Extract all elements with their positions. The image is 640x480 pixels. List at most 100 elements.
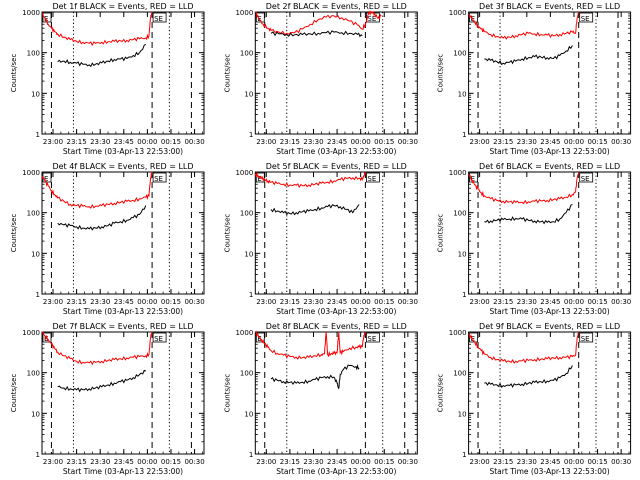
x-tick-label: 23:45	[540, 138, 560, 146]
x-tick-label: 23:45	[327, 138, 347, 146]
x-tick-label: 23:00	[470, 138, 490, 146]
chart-panel-8: Det 8f BLACK = Events, RED = LLD 1 10 100 10…	[223, 322, 418, 476]
y-tick-label: 1	[249, 131, 253, 139]
y-tick-label: 10	[244, 90, 253, 98]
lld-series-line	[255, 10, 382, 36]
events-series-line	[484, 203, 573, 225]
x-tick-label: 23:00	[256, 138, 276, 146]
x-axis-label: Start Time (03-Apr-13 22:53:00)	[276, 147, 396, 156]
x-axis-label: Start Time (03-Apr-13 22:53:00)	[63, 467, 183, 476]
corner-marker-box	[579, 332, 594, 343]
x-tick-label: 00:15	[161, 458, 181, 466]
y-tick-label: 1000	[22, 169, 40, 177]
corner-marker-label: SE	[367, 335, 376, 343]
events-series-line	[57, 43, 147, 68]
corner-marker-label: SE	[581, 175, 590, 183]
y-tick-label: 10	[244, 250, 253, 258]
x-tick-label: 23:00	[43, 138, 63, 146]
plot-frame	[468, 11, 632, 135]
x-tick-label: 00:15	[587, 458, 607, 466]
x-tick-label: 23:45	[114, 298, 134, 306]
events-series-line	[270, 30, 363, 38]
x-tick-label: 00:15	[587, 298, 607, 306]
corner-marker-label: E	[257, 335, 261, 343]
x-tick-label: 23:30	[90, 458, 110, 466]
events-series-line	[270, 204, 360, 216]
y-tick-label: 10	[458, 410, 467, 418]
y-axis-label: Counts/sec	[437, 214, 445, 253]
plot-frame	[254, 331, 418, 455]
y-axis-label: Counts/sec	[10, 54, 18, 93]
y-tick-label: 1	[36, 451, 40, 459]
y-tick-label: 1000	[22, 9, 40, 17]
x-tick-label: 23:30	[517, 458, 537, 466]
x-tick-label: 23:00	[256, 458, 276, 466]
lld-series-line	[468, 171, 580, 205]
x-tick-label: 00:15	[161, 138, 181, 146]
x-tick-label: 23:00	[470, 458, 490, 466]
chart-panel-3: Det 3f BLACK = Events, RED = LLD 1 10 100 10…	[437, 2, 632, 156]
y-tick-label: 100	[240, 210, 253, 218]
y-tick-label: 100	[240, 50, 253, 58]
chart-title: Det 6f BLACK = Events, RED = LLD	[479, 162, 620, 171]
x-tick-label: 00:15	[374, 138, 394, 146]
corner-marker-label: E	[44, 175, 48, 183]
x-tick-label: 00:15	[587, 138, 607, 146]
plot-frame	[254, 11, 418, 135]
x-tick-label: 23:30	[90, 138, 110, 146]
events-series-line	[57, 369, 146, 393]
x-tick-label: 23:15	[280, 458, 300, 466]
plot-frame	[41, 11, 205, 135]
lld-series-line	[41, 11, 153, 47]
x-tick-label: 23:45	[114, 138, 134, 146]
corner-marker-label: SE	[367, 15, 376, 23]
chart-panel-9: Det 9f BLACK = Events, RED = LLD 1 10 100 10…	[437, 322, 632, 476]
corner-marker-label: E	[471, 175, 475, 183]
plot-frame	[254, 171, 418, 295]
corner-marker-box	[365, 332, 380, 343]
x-tick-label: 00:00	[564, 298, 584, 306]
x-tick-label: 00:30	[611, 458, 631, 466]
corner-marker-box	[469, 12, 479, 23]
y-tick-label: 1000	[235, 9, 253, 17]
y-tick-label: 1	[462, 131, 466, 139]
y-tick-label: 1	[249, 451, 253, 459]
y-tick-label: 1000	[22, 329, 40, 337]
x-tick-label: 00:00	[564, 138, 584, 146]
x-tick-label: 23:15	[493, 138, 513, 146]
x-tick-label: 23:15	[67, 298, 87, 306]
chart-panel-5: Det 5f BLACK = Events, RED = LLD 1 10 100 10…	[223, 162, 418, 316]
y-axis-label: Counts/sec	[223, 374, 231, 413]
x-axis-label: Start Time (03-Apr-13 22:53:00)	[489, 147, 609, 156]
corner-marker-label: SE	[367, 175, 376, 183]
x-tick-label: 00:30	[611, 138, 631, 146]
chart-panel-2: Det 2f BLACK = Events, RED = LLD 1 10 100 10…	[223, 2, 418, 156]
corner-marker-box	[255, 12, 265, 23]
x-tick-label: 23:45	[540, 298, 560, 306]
y-tick-label: 1000	[449, 9, 467, 17]
corner-marker-label: SE	[154, 15, 163, 23]
x-axis-label: Start Time (03-Apr-13 22:53:00)	[276, 467, 396, 476]
corner-marker-box	[469, 332, 479, 343]
x-tick-label: 00:30	[611, 298, 631, 306]
corner-marker-label: SE	[581, 335, 590, 343]
corner-marker-box	[579, 172, 594, 183]
x-tick-label: 00:00	[137, 138, 157, 146]
x-tick-label: 23:15	[67, 458, 87, 466]
x-tick-label: 23:15	[493, 458, 513, 466]
x-tick-label: 00:00	[137, 298, 157, 306]
x-tick-label: 00:00	[564, 458, 584, 466]
plot-frame	[468, 171, 632, 295]
lld-series-line	[255, 330, 366, 360]
y-tick-label: 10	[31, 90, 40, 98]
y-tick-label: 100	[453, 210, 466, 218]
y-tick-label: 1	[249, 291, 253, 299]
y-tick-label: 100	[27, 370, 40, 378]
y-axis-label: Counts/sec	[10, 214, 18, 253]
y-tick-label: 100	[27, 210, 40, 218]
lld-series-line	[42, 331, 153, 366]
y-tick-label: 1000	[235, 329, 253, 337]
chart-title: Det 7f BLACK = Events, RED = LLD	[52, 322, 193, 331]
x-tick-label: 23:45	[327, 298, 347, 306]
y-axis-label: Counts/sec	[437, 54, 445, 93]
